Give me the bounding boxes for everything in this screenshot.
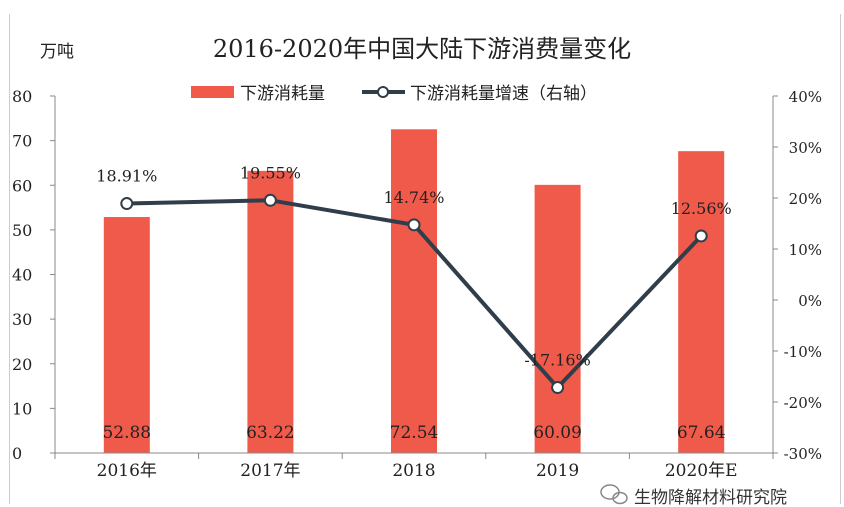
x-tick-label: 2020年E [665,461,738,481]
y2-tick-label: 30% [789,139,822,157]
y-tick-label: 20 [12,355,32,374]
y2-tick-label: -30% [784,445,822,463]
y2-tick-label: 20% [789,190,822,208]
y-tick-label: 30 [12,310,32,329]
bar [534,184,581,453]
y-tick-label: 0 [12,444,22,463]
y-tick-label: 10 [12,399,32,418]
legend-line-label: 下游消耗量增速（右轴） [410,84,597,104]
legend-line-marker [377,86,389,98]
bar-data-label: 63.22 [246,423,295,443]
line-marker [551,381,565,395]
line-marker [694,229,708,243]
bar-data-label: 72.54 [390,423,439,443]
bar-data-label: 67.64 [677,423,726,443]
bar [103,217,150,453]
y-tick-label: 70 [12,132,32,151]
legend-bar-label: 下游消耗量 [240,84,325,104]
line-marker [120,197,134,211]
watermark: 生物降解材料研究院 [600,484,787,507]
y-tick-label: 50 [12,221,32,240]
line-data-label: 18.91% [96,167,157,186]
line-data-label: 12.56% [671,199,732,218]
bar-data-label: 52.88 [102,423,151,443]
x-tick-label: 2018 [392,461,435,481]
chart-frame [9,14,841,504]
chart-title: 2016-2020年中国大陆下游消费量变化 [213,35,631,63]
line-marker [263,193,277,207]
x-tick-label: 2016年 [97,461,157,481]
watermark-text: 生物降解材料研究院 [634,488,787,507]
line-data-label: -17.16% [524,351,590,370]
line-marker [407,218,421,232]
x-tick-label: 2017年 [240,461,300,481]
legend: 下游消耗量 下游消耗量增速（右轴） [191,84,597,104]
y2-tick-label: 10% [789,241,822,259]
bar [391,129,437,453]
y2-tick-label: 0% [798,292,822,310]
bar [678,151,725,453]
legend-bar-swatch [191,86,234,98]
x-tick-label: 2019 [536,461,579,481]
y-tick-label: 80 [12,87,32,106]
wechat-icon [600,484,628,505]
y2-tick-label: -10% [784,343,822,361]
bar-data-label: 60.09 [533,423,582,443]
y2-tick-label: 40% [789,88,822,106]
line-data-label: 19.55% [240,163,301,182]
y-tick-label: 60 [12,176,32,195]
y2-tick-label: -20% [784,394,822,412]
y-axis-unit: 万吨 [40,42,74,62]
bar [247,170,294,454]
line-data-label: 14.74% [383,188,444,207]
y-tick-label: 40 [12,266,32,285]
